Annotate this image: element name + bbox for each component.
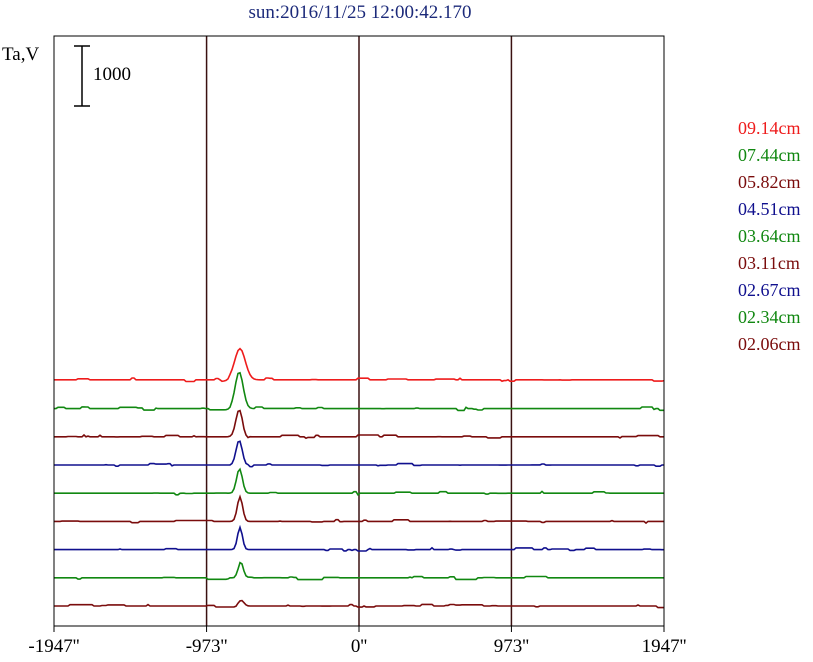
y-axis-label: Ta,V — [2, 44, 40, 65]
legend-entry-03.11cm: 03.11cm — [738, 253, 800, 273]
scale-bar-icon — [74, 45, 90, 107]
series-line-03.11cm — [54, 494, 664, 525]
scale-bar-label: 1000 — [93, 64, 131, 85]
legend-entry-05.82cm: 05.82cm — [738, 172, 801, 192]
series-line-02.06cm — [54, 599, 664, 609]
x-tick-label-3: 973'' — [493, 636, 530, 657]
series-line-02.67cm — [54, 524, 664, 552]
x-tick-label-4: 1947'' — [641, 636, 687, 657]
x-tick-label-0: -1947'' — [28, 636, 80, 657]
legend-entry-03.64cm: 03.64cm — [738, 226, 801, 246]
series-line-04.51cm — [54, 440, 664, 468]
legend-entry-02.67cm: 02.67cm — [738, 280, 801, 300]
series-line-07.44cm — [54, 371, 664, 412]
vertical-gridlines — [205, 36, 513, 626]
series-lines — [54, 347, 665, 609]
legend-entry-07.44cm: 07.44cm — [738, 145, 801, 165]
series-line-03.64cm — [54, 467, 664, 496]
chart-title: sun:2016/11/25 12:00:42.170 — [248, 2, 472, 23]
series-line-05.82cm — [54, 409, 664, 440]
x-tick-label-2: 0'' — [350, 636, 368, 657]
legend-entry-02.06cm: 02.06cm — [738, 334, 801, 354]
legend-entry-09.14cm: 09.14cm — [738, 118, 801, 138]
legend-entry-04.51cm: 04.51cm — [738, 199, 801, 219]
x-tick-label-1: -973'' — [185, 636, 228, 657]
x-axis-ticks — [53, 626, 665, 632]
series-line-02.34cm — [54, 561, 664, 581]
series-line-09.14cm — [54, 347, 665, 383]
legend-entry-02.34cm: 02.34cm — [738, 307, 801, 327]
